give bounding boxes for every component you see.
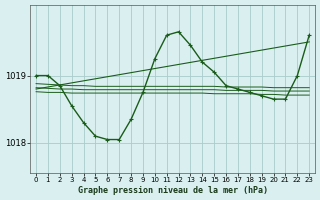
X-axis label: Graphe pression niveau de la mer (hPa): Graphe pression niveau de la mer (hPa) [78, 186, 268, 195]
